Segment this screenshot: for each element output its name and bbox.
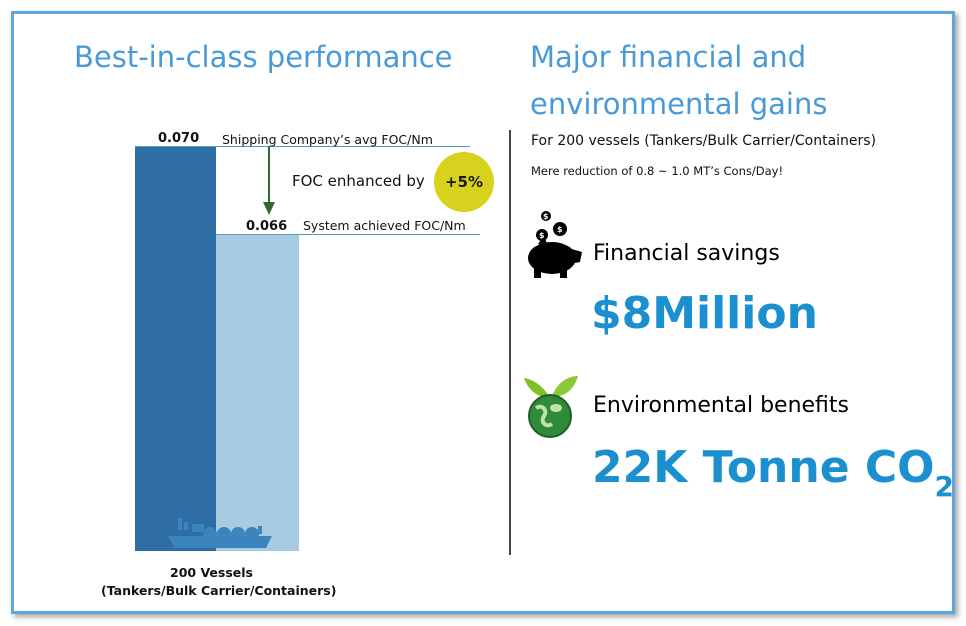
enhanced-label: FOC enhanced by [292,172,425,190]
svg-text:$: $ [539,231,545,240]
right-note: Mere reduction of 0.8 ~ 1.0 MT’s Cons/Da… [531,164,784,178]
bar-avg [135,146,216,551]
enhanced-badge: +5% [434,152,494,212]
svg-text:$: $ [557,225,563,234]
footer-line1: 200 Vessels [170,565,253,580]
down-arrow-icon [263,146,275,215]
achieved-value: 0.066 [246,219,288,234]
financial-label: Financial savings [593,241,780,266]
piggy-bank-icon: $ $ $ [528,211,582,278]
achieved-label: System achieved FOC/Nm [303,218,466,233]
right-subtitle: For 200 vessels (Tankers/Bulk Carrier/Co… [531,133,877,149]
env-label: Environmental benefits [593,393,849,418]
avg-line [135,146,470,147]
svg-text:$: $ [543,212,549,221]
enhanced-badge-text: +5% [444,173,484,191]
right-title-line2: environmental gains [530,87,828,121]
avg-label: Shipping Company’s avg FOC/Nm [222,132,433,147]
footer-line2: (Tankers/Bulk Carrier/Containers) [101,583,337,598]
bar-achieved [216,235,299,551]
section-divider [509,130,511,555]
right-title-line1: Major financial and [530,40,807,74]
achieved-line [216,234,480,235]
env-value-text: 22K Tonne CO [592,442,935,493]
left-title: Best-in-class performance [74,40,453,74]
globe-leaf-icon [524,376,578,438]
env-value-subscript: 2 [934,470,955,503]
ship-icon [168,518,272,548]
avg-value: 0.070 [158,131,200,146]
financial-value: $8Million [591,288,818,339]
env-value: 22K Tonne CO2 [592,442,954,503]
